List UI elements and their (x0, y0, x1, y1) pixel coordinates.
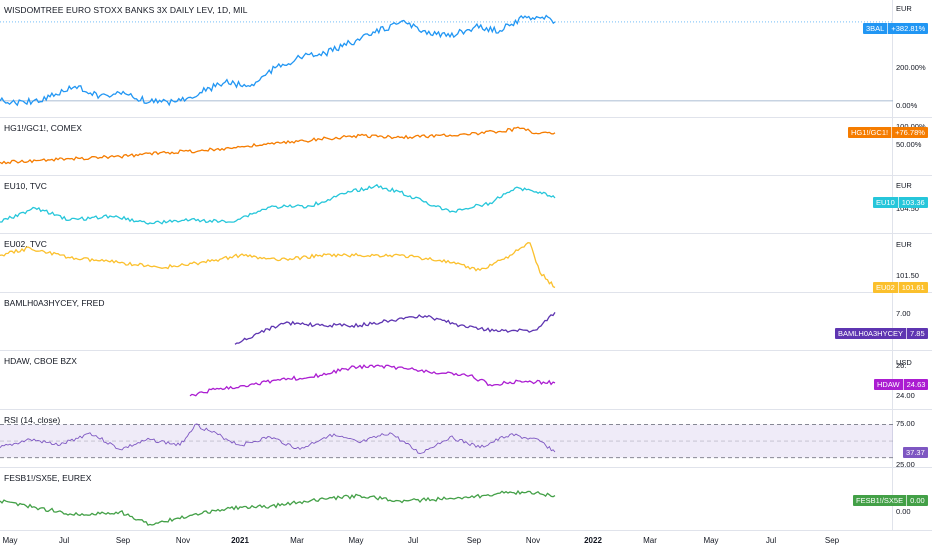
pane-1[interactable]: WISDOMTREE EURO STOXX BANKS 3X DAILY LEV… (0, 0, 932, 118)
currency-label: EUR (896, 240, 912, 249)
y-tick-label: 75.00 (896, 419, 915, 428)
badge-symbol: EU10 (873, 197, 899, 208)
series-svg (0, 183, 556, 225)
pane-6[interactable]: HDAW, CBOE BZX USD 26. 24.00 HDAW 24.63 (0, 351, 932, 410)
y-tick-label: 0.00 (896, 507, 911, 516)
badge-symbol: FESB1!/SX5E (853, 495, 908, 506)
badge-symbol: HG1!/GC1! (848, 127, 893, 138)
badge-symbol: BAMLH0A3HYCEY (835, 328, 908, 339)
y-tick-label: 26. (896, 361, 907, 370)
badge-symbol: EU02 (873, 282, 899, 293)
y-tick-label: 50.00% (896, 140, 922, 149)
last-value-badge[interactable]: EU10 103.36 (873, 197, 928, 208)
y-tick-label: 200.00% (896, 63, 926, 72)
pane-title: FESB1!/SX5E, EUREX (4, 473, 92, 483)
pane-title: RSI (14, close) (4, 415, 61, 425)
series-line (189, 364, 556, 397)
plot-area[interactable] (0, 410, 893, 467)
currency-label: EUR (896, 4, 912, 13)
badge-value: 101.61 (898, 282, 928, 293)
y-tick-label: 101.50 (896, 271, 919, 280)
badge-value: 24.63 (903, 379, 929, 390)
badge-value: +382.81% (888, 23, 929, 34)
series-line (0, 126, 556, 165)
series-svg (0, 126, 556, 165)
time-axis-label: Jul (58, 536, 70, 545)
badge-value: 37.37 (903, 447, 928, 458)
badge-value: 7.85 (907, 328, 928, 339)
pane-title: HG1!/GC1!, COMEX (4, 123, 82, 133)
series-line (0, 242, 556, 289)
series-svg (0, 489, 556, 526)
series-svg (0, 423, 893, 459)
pane-7[interactable]: RSI (14, close) 75.00 25.00 37.37 (0, 410, 932, 469)
badge-value: 103.36 (898, 197, 928, 208)
rsi-band (0, 424, 893, 458)
pane-4[interactable]: EU02, TVC EUR 101.50 EU02 101.61 (0, 234, 932, 293)
series-line (0, 183, 556, 225)
pane-title: BAMLH0A3HYCEY, FRED (4, 298, 105, 308)
pane-2[interactable]: HG1!/GC1!, COMEX100.00%50.00%HG1!/GC1!+7… (0, 118, 932, 176)
pane-title: EU10, TVC (4, 181, 47, 191)
badge-symbol: HDAW (874, 379, 904, 390)
series-line (0, 489, 556, 526)
last-value-badge[interactable]: 37.37 (903, 447, 928, 458)
last-value-badge[interactable]: BAMLH0A3HYCEY 7.85 (835, 328, 928, 339)
y-tick-label: 25.00 (896, 460, 915, 469)
last-value-badge[interactable]: HG1!/GC1! +76.78% (848, 127, 928, 138)
time-axis-label: May (348, 536, 364, 545)
series-line (234, 312, 556, 345)
time-axis-label: Nov (525, 536, 541, 545)
series-line (0, 14, 556, 107)
badge-symbol: 3BAL (863, 23, 889, 34)
time-axis-label: 2021 (231, 536, 249, 545)
y-tick-label: 24.00 (896, 391, 915, 400)
time-axis-label: Sep (824, 536, 840, 545)
pane-3[interactable]: EU10, TVC EUR 104.50 EU10 103.36 (0, 176, 932, 234)
series-svg (0, 14, 893, 107)
series-svg (189, 364, 556, 397)
series-svg (0, 242, 556, 289)
badge-value: 0.00 (907, 495, 928, 506)
time-axis-label: May (2, 536, 18, 545)
time-axis-label: Sep (466, 536, 482, 545)
y-tick-label: 104.50 (896, 204, 919, 213)
series-line (0, 423, 556, 454)
pane-8[interactable]: FESB1!/SX5E, EUREX 0.00 FESB1!/SX5E 0.00 (0, 468, 932, 531)
plot-area[interactable] (0, 0, 893, 117)
time-axis-label: Nov (175, 536, 191, 545)
plot-area[interactable] (0, 234, 893, 292)
pane-title: WISDOMTREE EURO STOXX BANKS 3X DAILY LEV… (4, 5, 248, 15)
time-axis-label: Mar (290, 536, 304, 545)
plot-area[interactable] (0, 118, 893, 175)
y-tick-label: 7.00 (896, 309, 911, 318)
badge-value: +76.78% (892, 127, 928, 138)
series-svg (234, 312, 556, 345)
pane-title: EU02, TVC (4, 239, 47, 249)
time-axis-label: 2022 (584, 536, 602, 545)
y-tick-label: 100.00% (896, 122, 926, 131)
pane-5[interactable]: BAMLH0A3HYCEY, FRED 7.00 BAMLH0A3HYCEY 7.85 (0, 293, 932, 351)
last-value-badge[interactable]: FESB1!/SX5E 0.00 (853, 495, 928, 506)
last-value-badge[interactable]: HDAW 24.63 (874, 379, 929, 390)
currency-label: USD (896, 358, 912, 367)
time-axis-label: Mar (643, 536, 657, 545)
time-axis-label: Sep (115, 536, 131, 545)
time-axis-label: Jul (765, 536, 777, 545)
last-value-badge[interactable]: EU02 101.61 (873, 282, 928, 293)
time-axis-label: Jul (407, 536, 419, 545)
time-axis-label: May (703, 536, 719, 545)
currency-label: EUR (896, 181, 912, 190)
pane-title: HDAW, CBOE BZX (4, 356, 77, 366)
y-tick-label: 0.00% (896, 101, 918, 110)
last-value-badge[interactable]: 3BAL +382.81% (863, 23, 929, 34)
time-axis[interactable]: May Jul Sep Nov 2021 Mar May Jul Sep Nov 2022 Mar Ma… (0, 531, 932, 550)
plot-area[interactable] (0, 293, 893, 350)
